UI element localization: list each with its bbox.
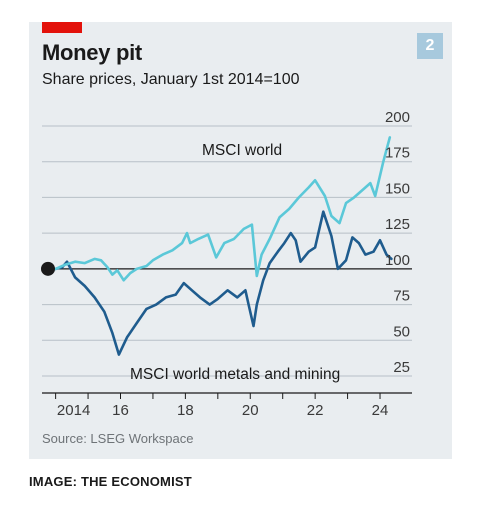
red-tag (42, 22, 82, 33)
source-note: Source: LSEG Workspace (42, 431, 194, 446)
y-tick-label: 50 (393, 323, 410, 340)
chart-subtitle: Share prices, January 1st 2014=100 (42, 71, 300, 88)
y-tick-label: 175 (385, 145, 410, 162)
series-line-msci-world (54, 136, 392, 282)
x-tick-label: 2014 (57, 402, 90, 419)
x-tick-label: 22 (307, 402, 324, 419)
grid-lines (42, 125, 412, 377)
y-tick-label: 75 (393, 288, 410, 305)
x-tick-label: 20 (242, 402, 259, 419)
x-tick-label: 18 (177, 402, 194, 419)
y-tick-label: 125 (385, 216, 410, 233)
axis-labels: 25 50 75 100 125 150 175 200 2014 16 18 20 22 24 (57, 109, 410, 419)
image-credit: IMAGE: THE ECONOMIST (29, 474, 192, 489)
series-lines (54, 136, 393, 356)
y-tick-label: 100 (385, 252, 410, 269)
x-axis (42, 392, 412, 399)
y-tick-label: 25 (393, 359, 410, 376)
chart-number-badge: 2 (417, 33, 443, 59)
x-tick-label: 24 (372, 402, 389, 419)
y-tick-label: 150 (385, 180, 410, 197)
chart-title: Money pit (42, 40, 142, 65)
series-line-metals-mining (54, 210, 393, 356)
y-tick-label: 200 (385, 109, 410, 126)
annotation-metals-mining: MSCI world metals and mining (130, 366, 340, 383)
origin-dot (41, 261, 55, 276)
annotation-msci-world: MSCI world (202, 142, 282, 159)
x-tick-label: 16 (112, 402, 129, 419)
